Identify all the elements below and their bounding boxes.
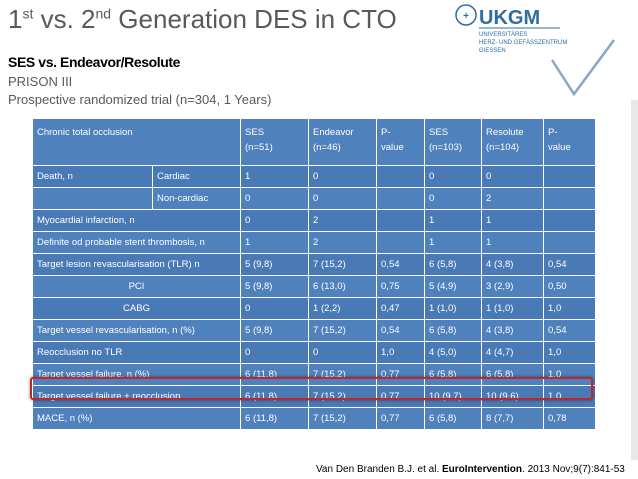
svg-text:UKGM: UKGM — [479, 7, 540, 29]
svg-text:UNIVERSITÄRES: UNIVERSITÄRES — [479, 31, 527, 38]
table-row: Target lesion revascularisation (TLR) n … — [31, 253, 597, 276]
header-pvalue-2: P-value — [543, 118, 597, 166]
outcomes-table: Chronic total occlusion SES (n=51) Endeav… — [31, 118, 597, 430]
trial-name: PRISON III — [8, 74, 73, 89]
svg-text:+: + — [463, 11, 469, 22]
table-row: Target vessel failure, n (%) 6 (11,8) 7 (… — [31, 363, 597, 386]
checkmark-icon — [550, 39, 616, 97]
trial-description: Prospective randomized trial (n=304, 1 Y… — [8, 92, 272, 107]
header-resolute: Resolute (n=104) — [481, 118, 545, 166]
ukgm-emblem-icon — [455, 4, 477, 26]
right-edge-bar — [631, 100, 638, 460]
slide-title: 1st vs. 2nd Generation DES in CTO — [8, 4, 397, 34]
table-row-highlighted: Target vessel failure + reocclusion 6 (1… — [31, 385, 597, 408]
header-endeavor: Endeavor (n=46) — [308, 118, 378, 166]
svg-text:GIESSEN: GIESSEN — [479, 48, 506, 54]
header-pvalue-1: P-value — [376, 118, 426, 166]
table-row: Target vessel revascularisation, n (%) 5… — [31, 319, 597, 342]
header-cto: Chronic total occlusion — [31, 118, 242, 166]
header-ses-2: SES (n=103) — [424, 118, 483, 166]
ukgm-logo: + UKGM UNIVERSITÄRES HERZ- UND GEFÄSSZEN… — [455, 4, 616, 97]
table-row: PCI 5 (9,8) 6 (13,0) 0,75 5 (4,9) 3 (2,9) 0… — [31, 275, 597, 298]
header-ses-1: SES (n=51) — [240, 118, 310, 166]
comparison-subtitle: SES vs. Endeavor/Resolute — [8, 54, 181, 70]
citation: Van Den Branden B.J. et al. EuroInterven… — [316, 464, 625, 475]
table-row: Definite od probable stent thrombosis, n… — [31, 231, 597, 254]
table-header-row: Chronic total occlusion SES (n=51) Endeav… — [31, 118, 597, 166]
table-row: MACE, n (%) 6 (11,8) 7 (15,2) 0,77 6 (5,8)… — [31, 407, 597, 430]
svg-text:HERZ- UND GEFÄSSZENTRUM: HERZ- UND GEFÄSSZENTRUM — [479, 39, 567, 46]
highlight-box — [30, 377, 593, 400]
